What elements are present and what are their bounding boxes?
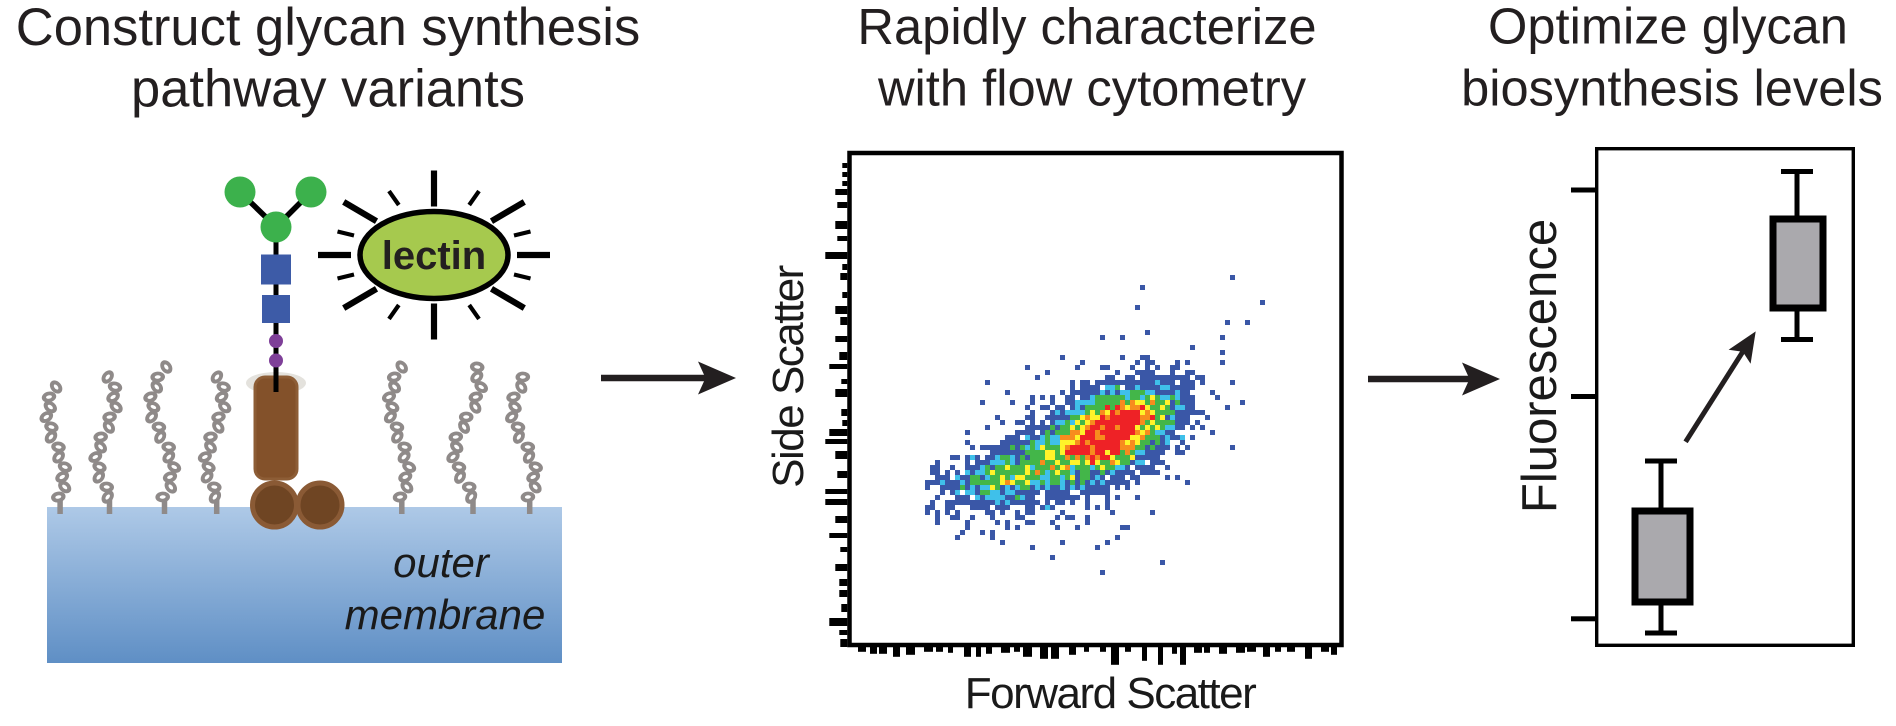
svg-text:Side Scatter: Side Scatter xyxy=(764,265,813,488)
svg-text:with flow cytometry: with flow cytometry xyxy=(877,60,1307,117)
svg-text:Construct glycan synthesis: Construct glycan synthesis xyxy=(16,0,640,57)
svg-text:outer: outer xyxy=(393,539,491,586)
svg-text:Fluorescence: Fluorescence xyxy=(1513,219,1567,513)
svg-text:Rapidly characterize: Rapidly characterize xyxy=(857,0,1316,55)
svg-text:lectin: lectin xyxy=(382,234,486,278)
svg-text:pathway variants: pathway variants xyxy=(131,60,525,119)
svg-text:biosynthesis levels: biosynthesis levels xyxy=(1461,60,1883,117)
svg-text:membrane: membrane xyxy=(345,591,546,638)
svg-text:Forward Scatter: Forward Scatter xyxy=(965,669,1256,718)
svg-text:Optimize glycan: Optimize glycan xyxy=(1488,0,1848,55)
